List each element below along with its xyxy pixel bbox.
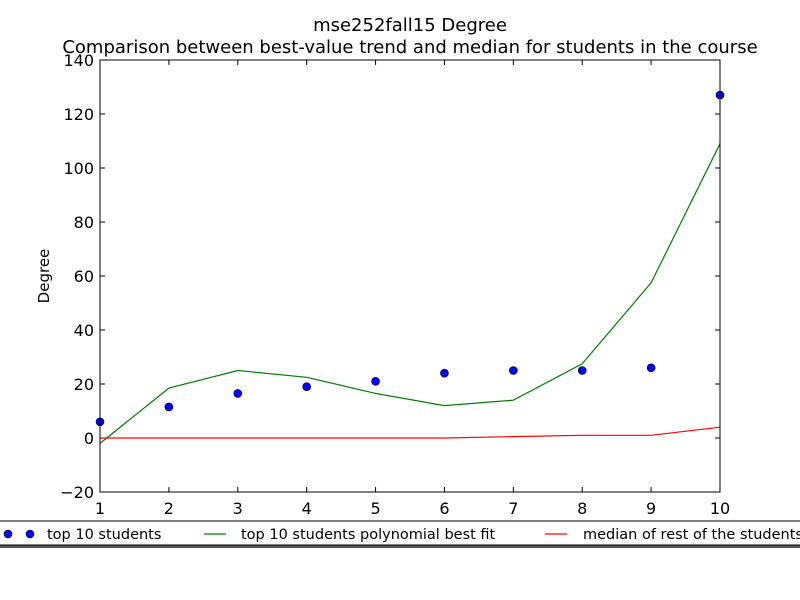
y-tick-label: 20	[74, 375, 94, 394]
x-tick-label: 7	[508, 499, 518, 518]
legend-marker	[3, 529, 13, 539]
y-axis-label: Degree	[35, 249, 53, 304]
y-tick-label: 140	[63, 51, 94, 70]
legend: top 10 students top 10 students polynomia…	[0, 520, 800, 548]
data-point	[164, 402, 174, 412]
data-point	[371, 376, 380, 386]
data-point	[509, 366, 518, 375]
legend-label: median of rest of the students	[583, 527, 800, 543]
x-tick-label: 6	[439, 499, 449, 518]
data-point	[440, 368, 449, 378]
legend-label: top 10 students polynomial best fit	[241, 527, 496, 543]
chart-subtitle: Comparison between best-value trend and …	[62, 37, 757, 58]
x-tick-label: 9	[646, 499, 656, 518]
y-tick-label: 100	[63, 159, 94, 178]
y-tick-label: 80	[74, 213, 94, 232]
y-tick-label: −20	[60, 483, 94, 502]
chart-title: mse252fall15 Degree	[313, 15, 507, 36]
data-point	[646, 363, 656, 373]
x-tick-label: 10	[710, 499, 730, 518]
x-tick-label: 1	[95, 499, 105, 518]
x-tick-label: 3	[233, 499, 243, 518]
y-tick-label: 40	[74, 321, 94, 340]
legend-marker	[25, 529, 35, 539]
series-line-1	[99, 143, 721, 444]
axis-ticks: 1 2 3 4 5 6 7 8 9 10 −20 0 20 40 60 80 100 120 140	[60, 51, 730, 518]
x-tick-label: 8	[577, 499, 587, 518]
y-tick-label: 60	[74, 267, 94, 286]
legend-box	[0, 520, 800, 546]
series-line-2	[100, 426, 721, 439]
y-tick-label: 0	[84, 429, 94, 448]
legend-label: top 10 students	[47, 527, 161, 543]
y-tick-label: 120	[63, 105, 94, 124]
x-tick-label: 4	[302, 499, 312, 518]
plot-frame	[99, 59, 721, 493]
data-point	[302, 382, 311, 392]
series-group	[95, 90, 725, 444]
x-tick-label: 5	[370, 499, 380, 518]
data-point	[577, 366, 587, 375]
data-point	[233, 389, 243, 398]
x-tick-label: 2	[164, 499, 174, 518]
